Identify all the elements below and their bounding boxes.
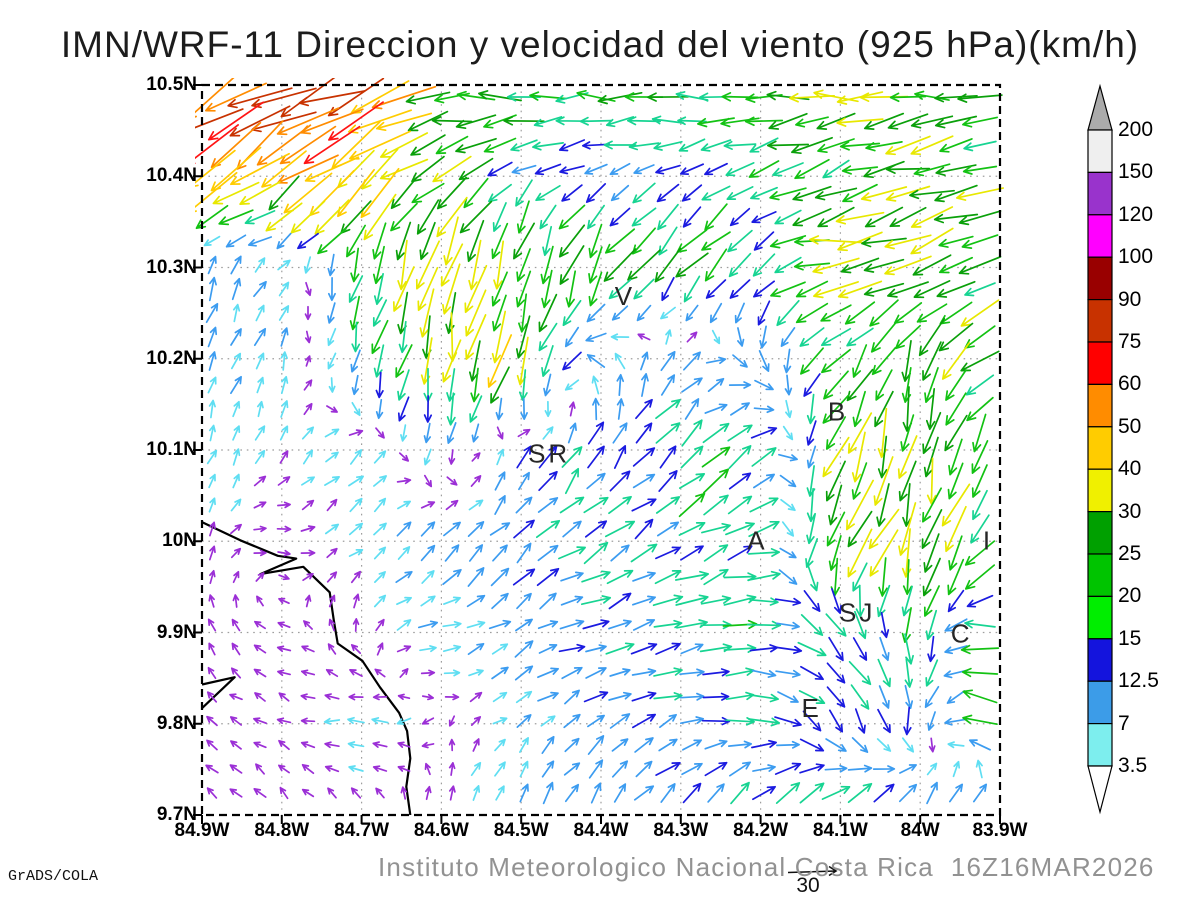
lat-tick-label: 9.7N	[156, 804, 197, 825]
reference-arrow-label: 30	[796, 874, 820, 897]
colorbar-blocks	[1087, 83, 1113, 815]
colorbar-tick-label: 75	[1118, 330, 1142, 353]
lat-tick-label: 10.3N	[146, 256, 197, 278]
reference-arrow	[787, 865, 838, 877]
lon-tick-label: 84.1W	[812, 820, 868, 841]
lon-tick-label: 84.3W	[653, 820, 709, 841]
colorbar-tick-label: 12.5	[1118, 669, 1159, 693]
lon-tick-label: 84W	[900, 820, 940, 841]
lon-tick-label: 84.7W	[334, 820, 390, 841]
station-labels: V B SR A SJ C E I	[528, 281, 993, 723]
station-label-e: E	[802, 693, 822, 723]
colorbar-tick-label: 7	[1118, 711, 1130, 735]
lon-tick-label: 84.2W	[733, 820, 789, 841]
lon-tick-label: 84.5W	[493, 820, 549, 841]
colorbar-tick-label: 100	[1118, 245, 1154, 269]
colorbar-tick-label: 150	[1118, 160, 1154, 184]
footer-timestamp: 16Z16MAR2026	[950, 852, 1155, 882]
chart-title: IMN/WRF-11 Direccion y velocidad del vie…	[60, 24, 1140, 65]
lat-tick-label: 10.4N	[146, 165, 197, 187]
plot-frame	[193, 83, 1002, 824]
colorbar-tick-label: 120	[1118, 202, 1154, 226]
lat-tick-label: 9.9N	[156, 621, 197, 643]
lat-tick-label: 9.8N	[156, 712, 197, 734]
lat-tick-label: 10N	[162, 530, 197, 552]
colorbar-tick-label: 20	[1118, 584, 1142, 608]
lon-tick-label: 84.9W	[174, 820, 230, 841]
footer-text: Instituto Meteorologico Nacional Costa R…	[378, 852, 1155, 883]
colorbar-tick-label: 30	[1118, 499, 1142, 523]
colorbar-tick-label: 60	[1118, 372, 1142, 396]
station-label-v: V	[615, 281, 635, 311]
colorbar-tick-label: 40	[1118, 457, 1142, 481]
colorbar-tick-label: 15	[1118, 626, 1142, 650]
colorbar-tick-label: 3.5	[1118, 754, 1148, 777]
lon-tick-label: 84.8W	[254, 820, 310, 841]
station-label-a: A	[747, 525, 767, 555]
station-label-i: I	[983, 525, 993, 555]
colorbar-tick-label: 50	[1118, 414, 1142, 438]
station-label-c: C	[951, 618, 973, 648]
lat-tick-label: 10.5N	[146, 74, 197, 95]
grads-credit: GrADS/COLA	[8, 868, 99, 885]
lat-tick-label: 10.2N	[146, 347, 197, 369]
station-label-sj: SJ	[839, 597, 875, 627]
station-label-sr: SR	[528, 439, 570, 469]
station-label-b: B	[828, 397, 848, 427]
colorbar-tick-label: 200	[1118, 118, 1154, 141]
colorbar-tick-label: 90	[1118, 287, 1142, 311]
lon-tick-label: 83.9W	[972, 820, 1028, 841]
footer-caption: Instituto Meteorologico Nacional Costa R…	[378, 852, 934, 882]
colorbar	[1087, 83, 1113, 815]
lon-tick-label: 84.4W	[573, 820, 629, 841]
colorbar-tick-label: 25	[1118, 542, 1142, 565]
lat-tick-label: 10.1N	[146, 439, 197, 460]
lon-tick-label: 84.6W	[413, 820, 469, 841]
wind-arrows	[195, 78, 1005, 805]
